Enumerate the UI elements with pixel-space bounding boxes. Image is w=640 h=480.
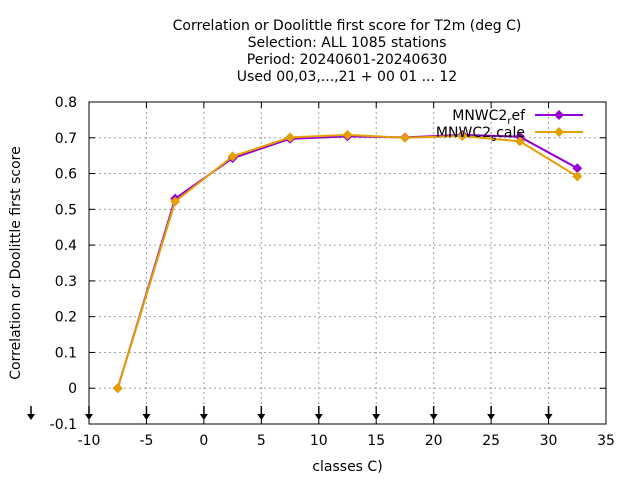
title-line: Period: 20240601-20240630 [247,52,447,68]
plot-frame [88,101,607,425]
data-point [170,196,181,207]
legend-label: MNWC2ref [452,108,526,127]
data-point [457,131,468,141]
data-point [399,132,410,143]
y-tick-label: 0.5 [55,202,77,218]
grid [89,102,606,424]
y-tick-label: 0.6 [55,167,77,183]
arrow-markers [27,406,553,420]
data-point [112,383,123,394]
x-tick-label: -10 [78,433,101,449]
data-point [342,129,353,140]
arrow-head [142,414,151,420]
data-point [572,171,583,182]
series-line [116,133,578,389]
title-line: Selection: ALL 1085 stations [248,35,447,51]
y-tick-label: 0.4 [55,238,77,254]
series [112,129,583,394]
legend-marker [554,127,564,137]
x-tick-label: 35 [597,433,615,449]
x-tick-label: 30 [540,433,558,449]
axis-ticks: -10 -5 0 5 10 15 20 25 30 35 -0.1 0 0.1 0.2 0.3 0.4 0.5 0… [50,95,615,449]
legend-label: MNWC2scale [436,125,525,144]
data-point [285,132,296,143]
arrow-head [487,414,496,420]
chart-title: Correlation or Doolittle first score for… [173,18,522,85]
series-line [116,133,578,389]
data-point [514,136,525,147]
y-tick-label: 0.2 [55,310,77,326]
x-tick-label: 5 [257,433,266,449]
x-tick-label: 10 [310,433,328,449]
arrow-head [314,414,323,420]
y-tick-label: -0.1 [50,417,77,433]
arrow-head [257,414,266,420]
y-axis-label: Correlation or Doolittle first score [8,146,24,379]
arrow-head [199,414,208,420]
x-tick-label: 25 [482,433,500,449]
y-tick-label: 0.3 [55,274,77,290]
x-axis-label: classes C) [312,459,382,475]
title-line: Correlation or Doolittle first score for… [173,18,522,34]
y-tick-label: 0.8 [55,95,77,111]
data-point [572,163,583,174]
arrow-head [429,414,438,420]
y-tick-label: 0.1 [55,345,77,361]
arrow-head [372,414,381,420]
x-tick-label: 0 [199,433,208,449]
x-tick-label: -5 [139,433,153,449]
arrow-head [27,414,35,420]
y-tick-label: 0 [68,381,77,397]
title-line: Used 00,03,...,21 + 00 01 ... 12 [237,69,457,85]
x-tick-label: 15 [367,433,385,449]
y-tick-label: 0.7 [55,131,77,147]
arrow-head [85,414,93,420]
legend-marker [554,110,564,120]
arrow-head [544,414,553,420]
data-point [227,151,238,162]
x-tick-label: 20 [425,433,443,449]
